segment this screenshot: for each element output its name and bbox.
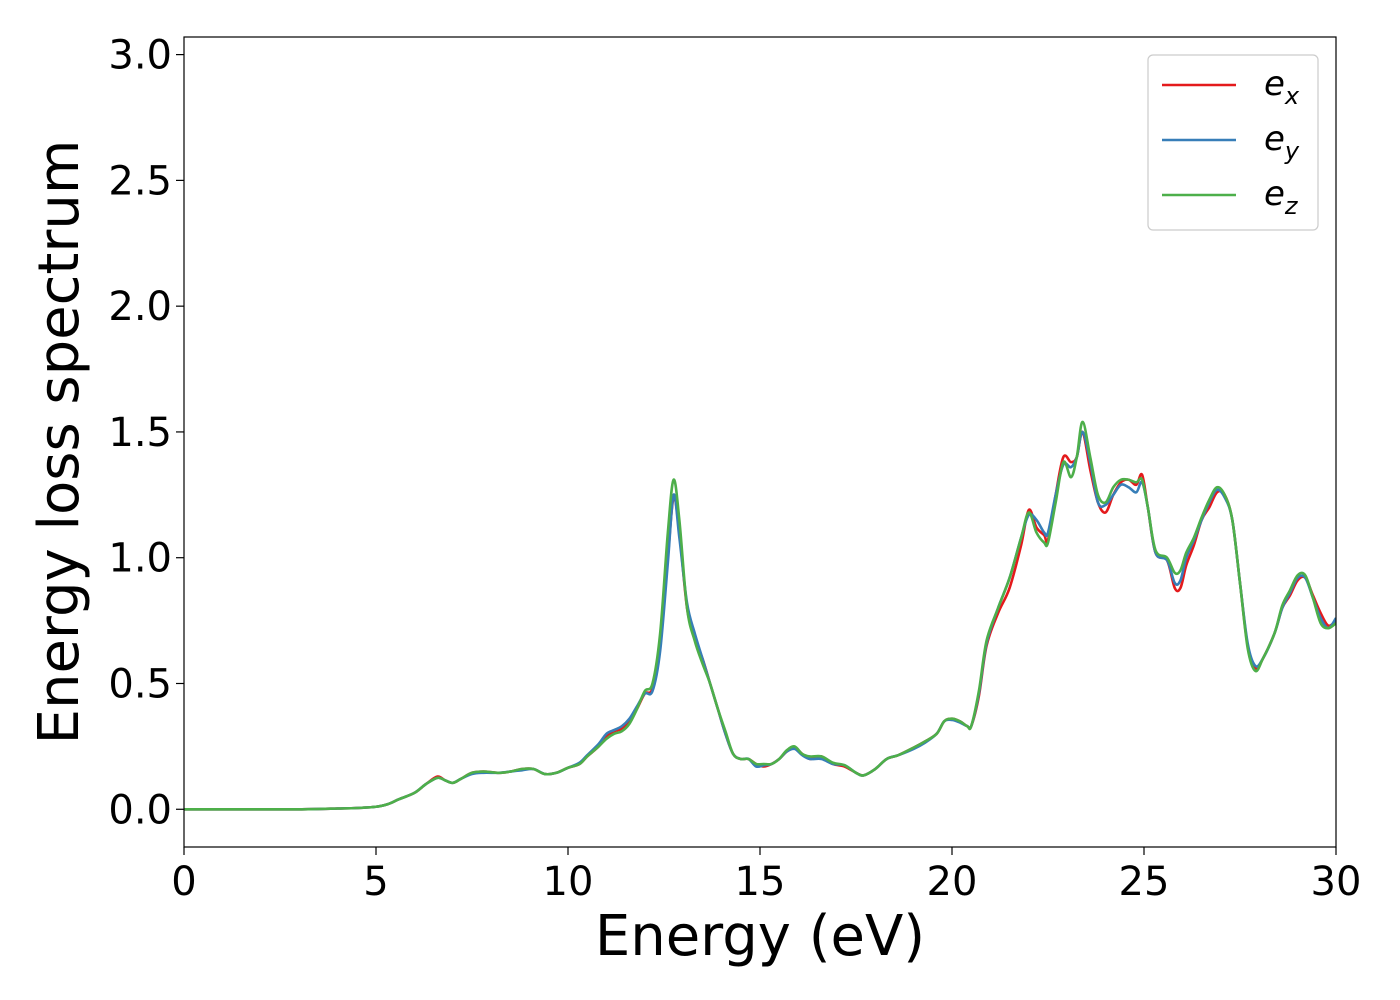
x-tick-label: 20 xyxy=(927,859,978,905)
x-tick-label: 30 xyxy=(1311,859,1362,905)
series-layer xyxy=(184,420,1336,811)
legend-entry-x: ex xyxy=(1162,64,1300,110)
legend-label-subscript: z xyxy=(1284,192,1299,220)
y-tick-label: 2.5 xyxy=(108,158,172,204)
y-tick-label: 1.0 xyxy=(108,536,172,582)
legend-label: ex xyxy=(1264,64,1300,110)
y-tick-label: 0.0 xyxy=(108,787,172,833)
y-tick-label: 2.0 xyxy=(108,284,172,330)
x-tick-label: 5 xyxy=(363,859,388,905)
y-tick-label: 3.0 xyxy=(108,33,172,79)
x-tick-label: 0 xyxy=(171,859,196,905)
y-axis-ticks: 0.0 0.5 1.0 1.5 2.0 2.5 3.0 xyxy=(108,33,184,833)
y-tick-label: 0.5 xyxy=(108,661,172,707)
x-axis-ticks: 0 5 10 15 20 25 30 xyxy=(171,847,1361,905)
x-tick-label: 15 xyxy=(735,859,786,905)
legend-box xyxy=(1147,54,1319,231)
legend-label-subscript: y xyxy=(1284,137,1300,165)
legend-label-base: e xyxy=(1264,119,1285,159)
x-axis-title: Energy (eV) xyxy=(595,904,925,969)
legend-label-base: e xyxy=(1264,64,1285,104)
y-axis-title: Energy loss spectrum xyxy=(27,140,92,745)
legend-entry-y: ey xyxy=(1162,119,1300,165)
legend-label: ez xyxy=(1264,174,1299,220)
legend-label-subscript: x xyxy=(1284,82,1300,110)
legend-label-base: e xyxy=(1264,174,1285,214)
x-tick-label: 10 xyxy=(543,859,594,905)
series-line-z xyxy=(184,420,1336,811)
legend-label: ey xyxy=(1264,119,1300,165)
y-tick-label: 1.5 xyxy=(108,410,172,456)
x-tick-label: 25 xyxy=(1119,859,1170,905)
legend-entry-z: ez xyxy=(1162,174,1299,220)
